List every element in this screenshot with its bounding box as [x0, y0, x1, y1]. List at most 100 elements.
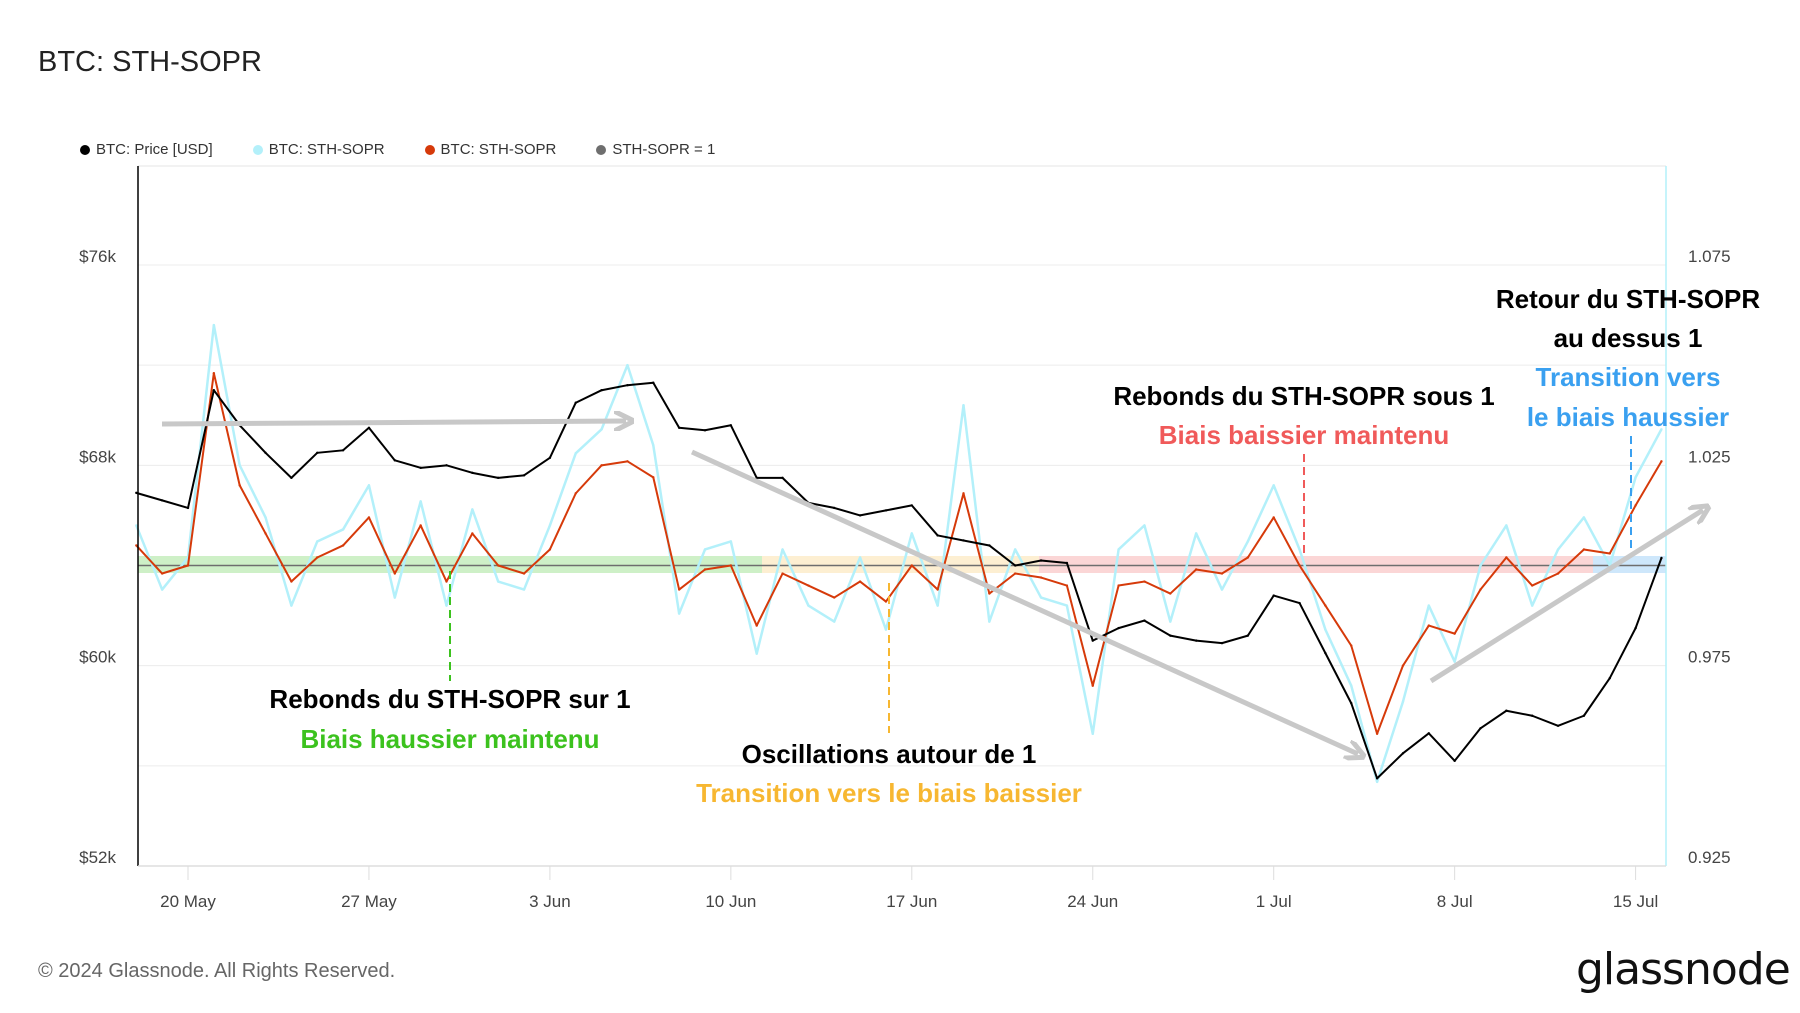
data-point: [1375, 777, 1379, 780]
data-point: [936, 534, 939, 537]
data-point: [600, 428, 603, 431]
data-point: [419, 524, 422, 527]
data-point: [160, 588, 164, 591]
data-point: [703, 568, 707, 571]
data-point: [652, 444, 655, 447]
data-point: [703, 548, 707, 551]
data-point: [1582, 714, 1586, 717]
data-point: [1091, 639, 1094, 642]
data-point: [729, 540, 733, 543]
data-point: [1660, 428, 1663, 431]
band-green: [138, 556, 762, 573]
blue-annotation-subtitle-2: le biais haussier: [1527, 402, 1729, 432]
data-point: [677, 588, 681, 591]
data-point: [1505, 556, 1508, 559]
data-point: [1531, 714, 1534, 717]
data-point: [677, 612, 681, 615]
data-point: [755, 652, 758, 655]
legend-item-price[interactable]: BTC: Price [USD]: [80, 141, 213, 158]
x-tick-label: 20 May: [160, 892, 216, 911]
data-point: [1453, 632, 1456, 635]
data-point: [160, 499, 164, 502]
legend-dot-icon: [596, 144, 607, 155]
data-point: [884, 628, 888, 631]
data-point: [910, 504, 913, 507]
legend-label: BTC: STH-SOPR: [268, 141, 385, 158]
data-point: [600, 464, 603, 467]
data-point: [1531, 604, 1534, 607]
data-point: [186, 564, 190, 567]
data-point: [1634, 626, 1637, 630]
data-point: [135, 524, 138, 527]
data-point: [212, 323, 216, 327]
data-point: [522, 588, 526, 591]
legend-dot-icon: [424, 144, 435, 155]
data-point: [729, 424, 733, 427]
copyright: © 2024 Glassnode. All Rights Reserved.: [38, 960, 396, 982]
data-point: [884, 600, 888, 603]
data-point: [1427, 604, 1431, 607]
data-point: [1453, 759, 1456, 763]
data-point: [1246, 556, 1250, 559]
data-point: [316, 556, 319, 559]
x-tick-label: 27 May: [341, 892, 397, 911]
green-annotation-title: Rebonds du STH-SOPR sur 1: [269, 684, 630, 714]
data-point: [1117, 548, 1120, 551]
series-line-1: [135, 323, 1663, 784]
data-point: [238, 464, 241, 467]
legend-item-sopr-smoothed[interactable]: BTC: STH-SOPR: [424, 141, 556, 158]
data-point: [988, 592, 991, 595]
x-tick-label: 3 Jun: [529, 892, 571, 911]
series-line-0: [136, 381, 1663, 780]
data-point: [1014, 572, 1017, 575]
data-point: [1194, 639, 1198, 642]
band-orange: [762, 556, 1039, 573]
orange-annotation-title: Oscillations autour de 1: [742, 739, 1037, 769]
data-point: [1401, 700, 1405, 703]
y-left-tick-label: $68k: [79, 447, 116, 466]
data-point: [1324, 628, 1327, 631]
x-tick-label: 10 Jun: [705, 892, 756, 911]
data-point: [729, 564, 733, 567]
data-point: [1272, 594, 1275, 597]
data-point: [1194, 568, 1198, 571]
data-point: [781, 548, 784, 551]
data-point: [367, 516, 371, 519]
blue-annotation-title-1: Retour du STH-SOPR: [1496, 284, 1761, 314]
data-point: [962, 492, 965, 495]
data-point: [652, 476, 655, 479]
data-point: [1350, 684, 1353, 687]
chart-title: BTC: STH-SOPR: [38, 46, 262, 78]
data-point: [1375, 732, 1379, 735]
y-left-tick-label: $76k: [79, 247, 116, 266]
y-right-tick-label: 1.025: [1688, 447, 1731, 466]
data-point: [1298, 601, 1301, 605]
data-point: [264, 532, 267, 535]
data-point: [807, 584, 810, 587]
data-point: [1272, 516, 1275, 519]
data-point: [548, 548, 552, 551]
series-line-2: [135, 372, 1663, 735]
data-point: [1324, 604, 1327, 607]
data-point: [445, 580, 448, 583]
data-point: [1427, 732, 1431, 735]
legend-item-sopr-raw[interactable]: BTC: STH-SOPR: [252, 141, 385, 158]
data-point: [1246, 540, 1250, 543]
data-point: [936, 588, 939, 591]
data-point: [264, 516, 267, 519]
data-point: [833, 620, 836, 623]
band-red: [1039, 556, 1593, 573]
green-annotation-subtitle: Biais haussier maintenu: [300, 724, 599, 754]
data-point: [1039, 576, 1043, 579]
data-point: [1143, 524, 1146, 527]
data-point: [1582, 516, 1586, 519]
data-point: [419, 500, 422, 503]
data-point: [858, 580, 862, 583]
data-point: [1375, 780, 1379, 784]
y-right-tick-label: 0.975: [1688, 648, 1731, 667]
data-point: [1194, 532, 1198, 535]
data-point: [988, 620, 991, 623]
data-point: [1014, 564, 1017, 567]
legend-item-sopr-one[interactable]: STH-SOPR = 1: [596, 141, 715, 158]
y-right-tick-label: 0.925: [1688, 848, 1731, 867]
